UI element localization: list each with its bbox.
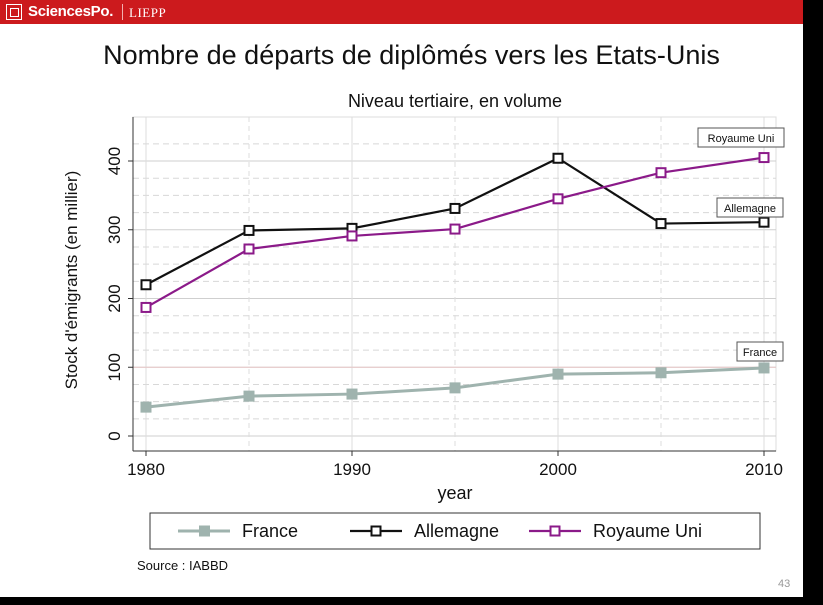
y-tick-label: 200	[105, 284, 124, 312]
data-point	[758, 216, 770, 228]
y-tick-label: 400	[105, 147, 124, 175]
x-axis-title: year	[437, 483, 472, 503]
y-axis-title: Stock d'émigrants (en millier)	[62, 171, 81, 390]
slide: SciencesPo. LIEPP Nombre de départs de d…	[0, 0, 803, 597]
data-point	[140, 279, 152, 291]
x-tick-label: 2000	[539, 460, 577, 479]
legend-swatch-marker	[199, 525, 210, 537]
legend-label: Royaume Uni	[593, 521, 702, 541]
data-point	[346, 230, 358, 242]
series-end-label: Royaume Uni	[708, 133, 775, 145]
source-note: Source : IABBD	[137, 558, 229, 573]
series-end-label-box	[697, 127, 785, 148]
y-tick-label: 100	[105, 353, 124, 381]
x-tick-label: 2010	[745, 460, 783, 479]
data-point	[140, 301, 152, 313]
legend-label: France	[242, 521, 298, 541]
data-point	[243, 224, 255, 236]
data-point	[552, 193, 564, 205]
data-point	[449, 223, 461, 235]
x-tick-label: 1980	[127, 460, 165, 479]
data-point	[449, 202, 461, 214]
x-tick-label: 1990	[333, 460, 371, 479]
legend-swatch-marker	[549, 525, 561, 537]
data-point	[758, 152, 770, 164]
data-point	[449, 382, 461, 394]
legend-label: Allemagne	[414, 521, 499, 541]
legend-box	[149, 512, 761, 550]
series-end-label: France	[743, 347, 777, 359]
data-point	[758, 362, 770, 374]
data-point	[243, 243, 255, 255]
sciencespo-logo-icon	[6, 4, 22, 20]
data-point	[346, 388, 358, 400]
data-point	[243, 390, 255, 402]
data-point	[655, 218, 667, 230]
data-point	[552, 152, 564, 164]
series-end-label-box	[716, 197, 784, 218]
line-chart: Niveau tertiaire, en volume 0 100 200 300 400…	[62, 91, 785, 550]
y-tick-label: 0	[105, 431, 124, 440]
data-point	[655, 367, 667, 379]
data-point	[140, 401, 152, 413]
chart-subtitle: Niveau tertiaire, en volume	[348, 91, 562, 111]
data-point	[552, 368, 564, 380]
slide-number: 43	[778, 578, 791, 590]
brand-name: SciencesPo.	[28, 3, 114, 20]
legend-swatch-marker	[370, 525, 382, 537]
header-divider	[122, 4, 123, 20]
data-point	[655, 167, 667, 179]
header-bar: SciencesPo. LIEPP	[0, 0, 803, 24]
slide-title: Nombre de départs de diplômés vers les E…	[103, 40, 720, 70]
series-end-label: Allemagne	[724, 203, 776, 215]
lab-name: LIEPP	[129, 5, 167, 20]
y-tick-label: 300	[105, 216, 124, 244]
series-end-label-box	[736, 341, 784, 362]
